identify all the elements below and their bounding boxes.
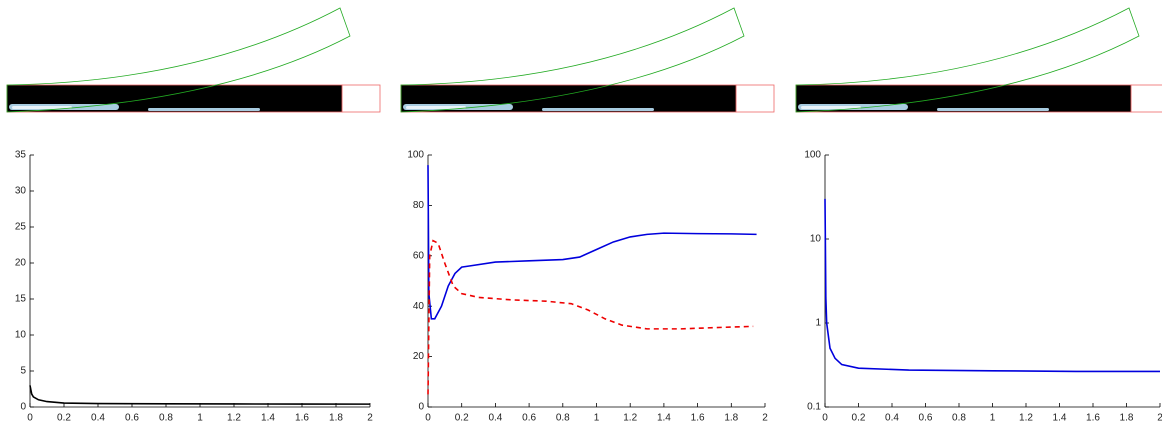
y-tick-label: 0 — [20, 402, 26, 413]
x-tick-label: 1.4 — [657, 413, 671, 424]
x-tick-label: 0.4 — [91, 413, 105, 424]
x-tick-label: 0 — [425, 413, 431, 424]
data-line — [428, 241, 753, 395]
x-tick-label: 1.2 — [227, 413, 241, 424]
simulation-view — [7, 8, 380, 112]
x-tick-label: 1 — [990, 413, 996, 424]
y-tick-label: 100 — [407, 150, 424, 161]
x-tick-label: 1.4 — [261, 413, 275, 424]
data-line — [30, 385, 370, 404]
data-line — [825, 199, 1160, 372]
x-tick-label: 0 — [822, 413, 828, 424]
x-tick-label: 0.8 — [952, 413, 966, 424]
x-tick-label: 2 — [1157, 413, 1162, 424]
y-tick-label: 0.1 — [807, 402, 821, 413]
x-tick-label: 0.6 — [125, 413, 139, 424]
x-tick-label: 0.8 — [159, 413, 173, 424]
x-tick-label: 0.2 — [852, 413, 866, 424]
y-tick-label: 25 — [15, 222, 27, 233]
y-tick-label: 0 — [418, 402, 424, 413]
x-tick-label: 1 — [197, 413, 203, 424]
x-tick-label: 0.6 — [522, 413, 536, 424]
simulation-view — [401, 8, 774, 112]
x-tick-label: 0 — [27, 413, 33, 424]
y-tick-label: 1 — [815, 318, 821, 329]
y-tick-label: 5 — [20, 366, 26, 377]
data-line — [428, 165, 757, 319]
simulation-view — [796, 8, 1162, 112]
x-tick-label: 1.2 — [1019, 413, 1033, 424]
y-tick-label: 15 — [15, 294, 27, 305]
y-tick-label: 10 — [810, 234, 822, 245]
x-tick-label: 2 — [762, 413, 768, 424]
x-tick-label: 0.4 — [488, 413, 502, 424]
y-tick-label: 20 — [15, 258, 27, 269]
y-tick-label: 30 — [15, 186, 27, 197]
x-tick-label: 1.8 — [329, 413, 343, 424]
x-tick-label: 1 — [594, 413, 600, 424]
x-tick-label: 1.4 — [1053, 413, 1067, 424]
x-tick-label: 1.6 — [691, 413, 705, 424]
x-tick-label: 0.8 — [556, 413, 570, 424]
x-tick-label: 1.6 — [1086, 413, 1100, 424]
y-tick-label: 10 — [15, 330, 27, 341]
x-tick-label: 0.4 — [885, 413, 899, 424]
y-tick-label: 40 — [413, 301, 425, 312]
y-tick-label: 20 — [413, 351, 425, 362]
y-tick-label: 60 — [413, 250, 425, 261]
x-tick-label: 0.6 — [919, 413, 933, 424]
y-tick-label: 80 — [413, 200, 425, 211]
x-tick-label: 1.2 — [623, 413, 637, 424]
y-tick-label: 100 — [804, 150, 821, 161]
y-tick-label: 35 — [15, 150, 27, 161]
x-tick-label: 0.2 — [57, 413, 71, 424]
x-tick-label: 0.2 — [455, 413, 469, 424]
figure: 00.20.40.60.811.21.41.61.820510152025303… — [0, 0, 1162, 424]
x-tick-label: 2 — [367, 413, 373, 424]
x-tick-label: 1.8 — [724, 413, 738, 424]
x-tick-label: 1.8 — [1120, 413, 1134, 424]
x-tick-label: 1.6 — [295, 413, 309, 424]
